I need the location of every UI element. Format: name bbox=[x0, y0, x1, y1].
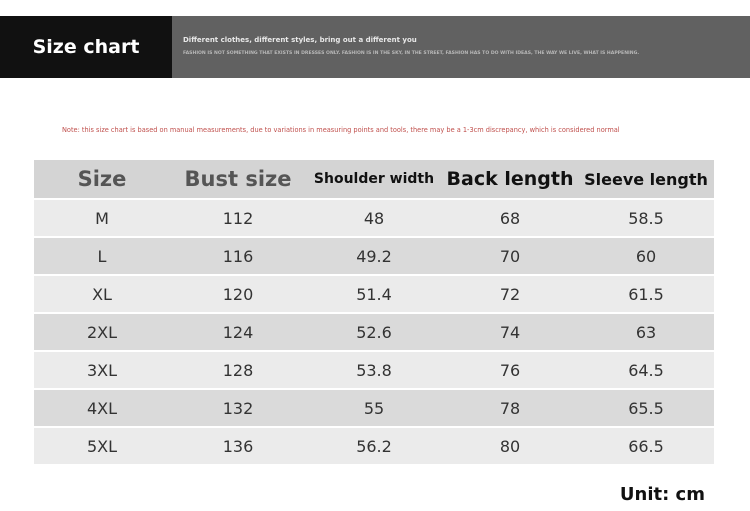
table-row: L 116 49.2 70 60 bbox=[34, 237, 714, 276]
table-cell: 2XL bbox=[34, 313, 170, 352]
table-row: 5XL 136 56.2 80 66.5 bbox=[34, 427, 714, 466]
table-cell: 49.2 bbox=[306, 237, 442, 276]
unit-label: Unit: cm bbox=[619, 484, 705, 505]
table-cell: 132 bbox=[170, 389, 306, 428]
table-cell: 80 bbox=[442, 427, 578, 466]
table-cell: 51.4 bbox=[306, 275, 442, 314]
table-cell: 65.5 bbox=[578, 389, 714, 428]
table-cell: 3XL bbox=[34, 351, 170, 390]
table-cell: 60 bbox=[578, 237, 714, 276]
table-cell: 78 bbox=[442, 389, 578, 428]
subtagline: FASHION IS NOT SOMETHING THAT EXISTS IN … bbox=[183, 51, 640, 56]
table-cell: 48 bbox=[306, 199, 442, 238]
table-cell: 5XL bbox=[34, 427, 170, 466]
table-row: M 112 48 68 58.5 bbox=[34, 199, 714, 238]
table-cell: 128 bbox=[170, 351, 306, 390]
table-cell: 70 bbox=[442, 237, 578, 276]
table-cell: 68 bbox=[442, 199, 578, 238]
table-row: 2XL 124 52.6 74 63 bbox=[34, 313, 714, 352]
table-cell: L bbox=[34, 237, 170, 276]
table-cell: 76 bbox=[442, 351, 578, 390]
measurement-note: Note: this size chart is based on manual… bbox=[62, 126, 620, 134]
banner-text: Different clothes, different styles, bri… bbox=[172, 16, 750, 78]
banner-title: Size chart bbox=[0, 16, 172, 78]
table-cell: 116 bbox=[170, 237, 306, 276]
table-cell: XL bbox=[34, 275, 170, 314]
table-cell: 52.6 bbox=[306, 313, 442, 352]
header-size: Size bbox=[34, 160, 170, 200]
table-cell: 56.2 bbox=[306, 427, 442, 466]
table-cell: 55 bbox=[306, 389, 442, 428]
table-cell: 112 bbox=[170, 199, 306, 238]
table-row: XL 120 51.4 72 61.5 bbox=[34, 275, 714, 314]
header-sleeve: Sleeve length bbox=[578, 160, 714, 200]
size-table: Size Bust size Shoulder width Back lengt… bbox=[34, 160, 714, 466]
table-cell: 4XL bbox=[34, 389, 170, 428]
tagline: Different clothes, different styles, bri… bbox=[183, 36, 417, 44]
banner: Size chart Different clothes, different … bbox=[0, 16, 750, 78]
header-bust: Bust size bbox=[170, 160, 306, 200]
header-shoulder: Shoulder width bbox=[306, 160, 442, 200]
table-cell: 124 bbox=[170, 313, 306, 352]
table-cell: 72 bbox=[442, 275, 578, 314]
table-cell: 58.5 bbox=[578, 199, 714, 238]
table-cell: 53.8 bbox=[306, 351, 442, 390]
table-cell: 66.5 bbox=[578, 427, 714, 466]
table-row: 3XL 128 53.8 76 64.5 bbox=[34, 351, 714, 390]
header-back-length: Back length bbox=[442, 160, 578, 200]
table-cell: M bbox=[34, 199, 170, 238]
table-cell: 61.5 bbox=[578, 275, 714, 314]
table-cell: 136 bbox=[170, 427, 306, 466]
table-cell: 64.5 bbox=[578, 351, 714, 390]
table-header-row: Size Bust size Shoulder width Back lengt… bbox=[34, 160, 714, 200]
table-cell: 63 bbox=[578, 313, 714, 352]
table-cell: 74 bbox=[442, 313, 578, 352]
table-row: 4XL 132 55 78 65.5 bbox=[34, 389, 714, 428]
table-cell: 120 bbox=[170, 275, 306, 314]
